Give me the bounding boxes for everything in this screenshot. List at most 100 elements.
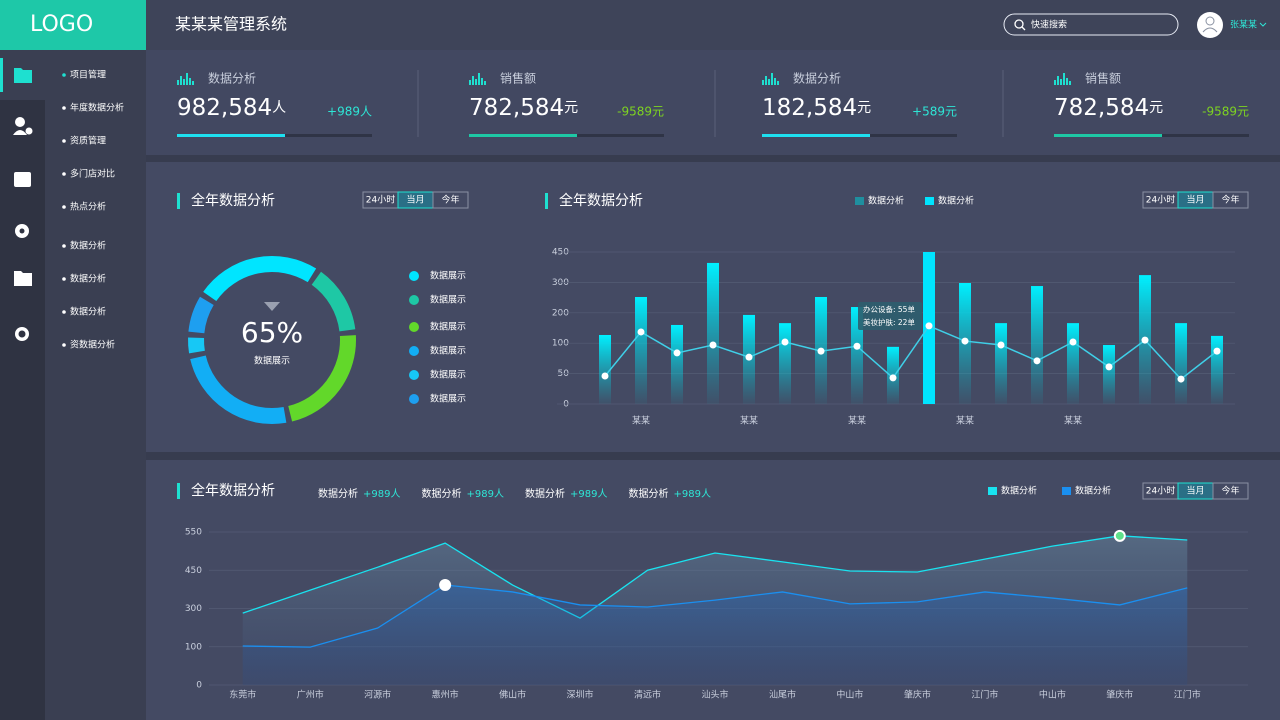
stat-unit: 元 [564, 100, 578, 116]
stat-icon [481, 78, 483, 85]
tab-label[interactable]: 24小时 [1146, 485, 1175, 497]
search-box[interactable] [1003, 13, 1179, 36]
icon-gear [19, 228, 25, 234]
menu-item[interactable]: 热点分析 [70, 201, 106, 213]
user-name[interactable]: 张某某 [1230, 20, 1257, 31]
summary-label: 数据分析 [422, 487, 462, 500]
app-title: 某某某管理系统 [175, 15, 287, 34]
bar [671, 324, 683, 404]
icon-badge [18, 330, 26, 338]
legend-swatch [1062, 487, 1071, 495]
menu-item[interactable]: 数据分析 [70, 273, 106, 285]
search-icon [1021, 26, 1026, 31]
bar [1211, 335, 1223, 404]
y-tick-label: 550 [185, 528, 202, 538]
donut-segment [288, 335, 356, 422]
x-tick-label: 惠州市 [432, 689, 459, 701]
tab-label[interactable]: 今年 [1221, 194, 1239, 206]
legend-swatch [855, 197, 864, 205]
menu-item[interactable]: 资质管理 [70, 135, 106, 147]
stat-value: 182,584元 [762, 95, 871, 121]
menu-bullet [62, 205, 66, 209]
menu-item[interactable]: 数据分析 [70, 240, 106, 252]
stat-number: 982,584 [177, 95, 272, 121]
summary-label: 数据分析 [525, 487, 565, 500]
tab-label[interactable]: 24小时 [1146, 194, 1175, 206]
stat-icon [777, 81, 779, 85]
y-tick-label: 450 [552, 248, 569, 258]
stat-icon [177, 80, 179, 85]
menu-column [45, 50, 146, 720]
tab-label[interactable]: 当月 [1186, 485, 1204, 497]
menu-item[interactable]: 多门店对比 [70, 168, 115, 180]
menu-bullet [62, 106, 66, 110]
line-point [1177, 375, 1185, 383]
x-tick-label: 河源市 [364, 689, 391, 701]
tab-label[interactable]: 当月 [406, 194, 424, 206]
line [242, 535, 1188, 619]
x-tick-label: 中山市 [836, 689, 863, 701]
menu-item[interactable]: 年度数据分析 [70, 102, 124, 114]
summary-value: +989人 [570, 488, 607, 500]
legend-label: 数据分析 [1001, 485, 1037, 497]
stat-label: 数据分析 [208, 71, 256, 86]
panel-title: 全年数据分析 [191, 482, 275, 499]
tab-label[interactable]: 今年 [1221, 485, 1239, 497]
bar [707, 262, 719, 404]
stat-change: +989人 [327, 105, 372, 119]
x-tick-label: 某某 [848, 416, 866, 427]
title-accent [177, 483, 180, 499]
x-tick-label: 汕尾市 [769, 689, 796, 701]
line-point [1105, 363, 1113, 371]
bar [1175, 323, 1187, 404]
tab-label[interactable]: 24小时 [366, 194, 395, 206]
line-point [709, 341, 717, 349]
stat-label: 销售额 [1085, 71, 1121, 86]
search-placeholder: 快速搜索 [1031, 19, 1067, 31]
highlight-point [1113, 529, 1126, 542]
avatar-icon [1202, 27, 1218, 33]
x-tick-label: 肇庆市 [1106, 689, 1133, 701]
legend-dot [409, 295, 419, 305]
donut-segment [203, 256, 317, 302]
icon-user [25, 127, 33, 135]
donut-segment [188, 337, 205, 354]
stat-unit: 元 [1149, 100, 1163, 116]
stat-icon [478, 73, 480, 85]
icon-folder[interactable] [14, 271, 32, 286]
stat-change: -9589元 [617, 105, 664, 119]
tab[interactable] [1212, 482, 1249, 500]
tooltip [858, 302, 922, 330]
stat-value: 782,584元 [469, 95, 578, 121]
icon-user[interactable] [15, 117, 25, 127]
menu-item[interactable]: 数据分析 [70, 306, 106, 318]
stat-icon [1063, 73, 1065, 85]
stat-change: +589元 [912, 105, 957, 119]
icon-folder[interactable] [14, 68, 32, 83]
legend-label: 数据展示 [430, 294, 466, 306]
legend-label: 数据展示 [430, 345, 466, 357]
tab[interactable] [432, 191, 469, 209]
icon-clipboard[interactable] [14, 172, 31, 187]
summary-value: +989人 [467, 488, 504, 500]
chevron [1259, 22, 1267, 27]
x-tick-label: 江门市 [971, 689, 998, 701]
y-tick-label: 300 [185, 604, 202, 614]
tab-label[interactable]: 当月 [1186, 194, 1204, 206]
stat-icon [771, 73, 773, 85]
y-tick-label: 0 [196, 681, 202, 691]
panel-title: 全年数据分析 [191, 192, 275, 209]
legend-label: 数据展示 [430, 270, 466, 282]
tab-label[interactable]: 今年 [441, 194, 459, 206]
stat-number: 782,584 [469, 95, 564, 121]
menu-item[interactable]: 项目管理 [70, 69, 106, 81]
legend-label: 数据展示 [430, 321, 466, 333]
pointer [264, 302, 280, 311]
line-point [1213, 347, 1221, 355]
menu-item[interactable]: 资数据分析 [70, 339, 115, 351]
progress-fill [762, 134, 870, 137]
legend-swatch [988, 487, 997, 495]
stat-icon [1057, 76, 1059, 85]
tab[interactable] [1212, 191, 1249, 209]
legend-label: 数据分析 [1075, 485, 1111, 497]
